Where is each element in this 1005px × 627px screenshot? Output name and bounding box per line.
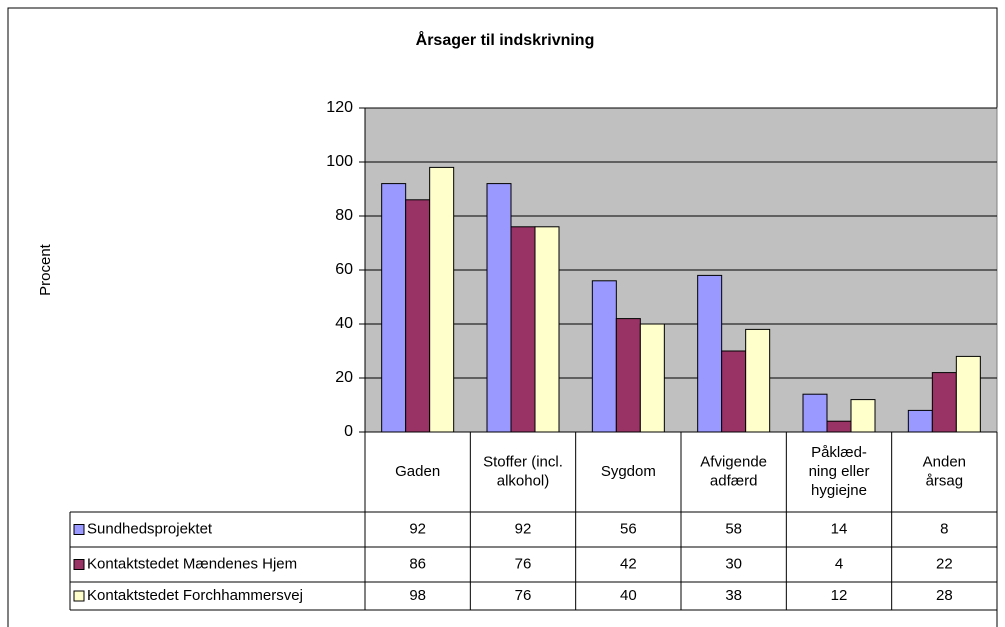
table-value: 98 bbox=[409, 587, 426, 604]
table-value: 8 bbox=[940, 520, 948, 537]
y-axis-label: Procent bbox=[37, 243, 54, 296]
bar bbox=[510, 226, 536, 433]
y-tick-label: 0 bbox=[344, 423, 353, 440]
bar bbox=[721, 350, 747, 433]
table-value: 14 bbox=[831, 520, 848, 537]
bar bbox=[931, 372, 957, 433]
table-value: 76 bbox=[515, 587, 532, 604]
legend-swatch bbox=[73, 590, 85, 602]
bar bbox=[486, 183, 512, 433]
x-tick-label: Anden årsag bbox=[923, 453, 966, 489]
table-value: 42 bbox=[620, 555, 637, 572]
table-value: 4 bbox=[835, 555, 843, 572]
legend-label: Sundhedsprojektet bbox=[87, 520, 213, 537]
y-tick-label: 20 bbox=[335, 369, 353, 386]
table-value: 92 bbox=[409, 520, 426, 537]
bar bbox=[697, 274, 723, 433]
y-tick-label: 120 bbox=[326, 99, 353, 116]
bar bbox=[405, 199, 431, 433]
table-value: 58 bbox=[725, 520, 742, 537]
bar bbox=[534, 226, 560, 433]
y-tick-label: 40 bbox=[335, 315, 353, 332]
bar bbox=[826, 420, 852, 433]
table-value: 92 bbox=[515, 520, 532, 537]
legend-label: Kontaktstedet Forchhammersvej bbox=[87, 587, 303, 604]
bar bbox=[615, 318, 641, 433]
x-tick-label: Påklæd-ning eller hygiejne bbox=[809, 444, 870, 499]
bar bbox=[591, 280, 617, 433]
table-value: 30 bbox=[725, 555, 742, 572]
x-tick-label: Afvigende adfærd bbox=[700, 453, 767, 489]
bar bbox=[429, 166, 455, 433]
chart-title: Årsager til indskrivning bbox=[416, 30, 595, 49]
table-value: 22 bbox=[936, 555, 953, 572]
y-tick-label: 80 bbox=[335, 207, 353, 224]
x-tick-label: Gaden bbox=[395, 463, 440, 480]
legend-label: Kontaktstedet Mændenes Hjem bbox=[87, 555, 297, 572]
bar bbox=[850, 399, 876, 433]
table-value: 86 bbox=[409, 555, 426, 572]
bar bbox=[955, 355, 981, 433]
bar bbox=[639, 323, 665, 433]
y-tick-label: 100 bbox=[326, 153, 353, 170]
x-tick-label: Sygdom bbox=[601, 463, 656, 480]
bar bbox=[745, 328, 771, 433]
table-value: 38 bbox=[725, 587, 742, 604]
y-tick-label: 60 bbox=[335, 261, 353, 278]
bar bbox=[907, 409, 933, 433]
legend-swatch bbox=[73, 559, 85, 570]
x-tick-label: Stoffer (incl. alkohol) bbox=[483, 453, 563, 489]
bar bbox=[802, 393, 828, 433]
table-value: 12 bbox=[831, 587, 848, 604]
bar bbox=[381, 183, 407, 433]
table-value: 56 bbox=[620, 520, 637, 537]
table-value: 76 bbox=[515, 555, 532, 572]
legend-swatch bbox=[73, 524, 85, 535]
table-value: 28 bbox=[936, 587, 953, 604]
table-value: 40 bbox=[620, 587, 637, 604]
